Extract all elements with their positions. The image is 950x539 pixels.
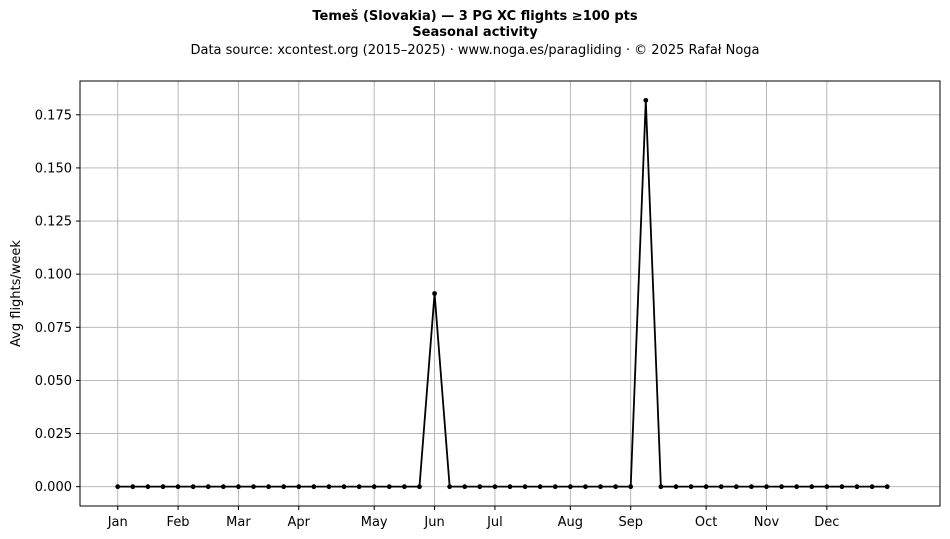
data-point bbox=[749, 484, 754, 490]
data-point bbox=[281, 484, 287, 490]
data-point bbox=[492, 484, 498, 490]
data-point bbox=[703, 484, 709, 490]
data-point bbox=[537, 484, 543, 490]
data-point bbox=[764, 484, 769, 490]
x-tick-label: Aug bbox=[558, 515, 583, 530]
data-point bbox=[266, 484, 271, 490]
data-point bbox=[296, 484, 302, 490]
x-tick-label: Oct bbox=[695, 515, 717, 530]
y-tick-label: 0.175 bbox=[35, 108, 72, 123]
data-point bbox=[733, 484, 739, 490]
data-point bbox=[507, 484, 513, 490]
x-tick-label: Dec bbox=[814, 515, 839, 530]
data-point bbox=[628, 484, 634, 490]
y-tick-label: 0.150 bbox=[35, 161, 72, 176]
data-point bbox=[371, 484, 377, 490]
data-point bbox=[688, 484, 694, 490]
data-point bbox=[779, 484, 784, 490]
y-tick-label: 0.025 bbox=[35, 427, 72, 442]
data-point bbox=[643, 97, 649, 103]
y-tick-label: 0.125 bbox=[35, 215, 72, 230]
y-tick-label: 0.075 bbox=[35, 321, 72, 336]
data-point bbox=[341, 484, 347, 490]
y-tick-label: 0.100 bbox=[35, 268, 72, 283]
x-tick-label: Nov bbox=[754, 515, 780, 530]
chart-subtitle: Seasonal activity bbox=[412, 25, 538, 40]
x-tick-label: Feb bbox=[167, 515, 190, 530]
x-tick-label: May bbox=[361, 515, 388, 530]
x-tick-label: Jan bbox=[107, 515, 128, 530]
data-point bbox=[356, 484, 362, 490]
y-axis-label: Avg flights/week bbox=[9, 240, 24, 347]
data-point bbox=[583, 484, 588, 490]
x-tick-label: Apr bbox=[288, 515, 311, 530]
data-point bbox=[160, 484, 166, 490]
data-point bbox=[839, 484, 845, 490]
y-tick-label: 0.000 bbox=[35, 480, 72, 495]
data-point bbox=[205, 484, 211, 490]
data-point bbox=[854, 484, 860, 490]
data-point bbox=[598, 484, 603, 490]
data-point bbox=[884, 484, 890, 490]
data-point bbox=[824, 484, 830, 490]
x-tick-label: Mar bbox=[226, 515, 251, 530]
data-point bbox=[220, 484, 226, 490]
x-tick-label: Jul bbox=[486, 515, 503, 530]
data-point bbox=[613, 484, 619, 490]
data-point bbox=[236, 484, 241, 490]
data-point bbox=[145, 484, 151, 490]
data-point bbox=[130, 484, 136, 490]
data-point bbox=[552, 484, 558, 490]
series-line bbox=[117, 99, 888, 488]
data-point bbox=[175, 484, 181, 490]
data-point bbox=[462, 484, 468, 490]
data-point bbox=[809, 484, 815, 490]
data-point bbox=[386, 484, 392, 490]
data-point bbox=[432, 291, 437, 296]
data-point bbox=[794, 484, 800, 490]
x-tick-label: Sep bbox=[618, 515, 643, 530]
data-point bbox=[190, 484, 196, 490]
data-point bbox=[417, 484, 422, 490]
data-point bbox=[522, 484, 528, 490]
data-point bbox=[658, 484, 664, 490]
data-point bbox=[673, 484, 679, 490]
data-point bbox=[115, 484, 121, 490]
data-point bbox=[311, 484, 317, 490]
data-point bbox=[326, 484, 332, 490]
data-point bbox=[401, 484, 407, 490]
chart-title: Temeš (Slovakia) — 3 PG XC flights ≥100 … bbox=[312, 9, 638, 24]
data-point bbox=[477, 484, 483, 490]
data-point bbox=[869, 484, 875, 490]
x-tick-label: Jun bbox=[423, 515, 444, 530]
axes-frame bbox=[79, 80, 941, 507]
data-point bbox=[251, 484, 256, 490]
y-tick-label: 0.050 bbox=[35, 374, 72, 389]
data-point bbox=[567, 484, 573, 490]
chart-source-note: Data source: xcontest.org (2015–2025) · … bbox=[190, 43, 760, 58]
data-point bbox=[447, 484, 453, 490]
data-point bbox=[718, 484, 724, 490]
